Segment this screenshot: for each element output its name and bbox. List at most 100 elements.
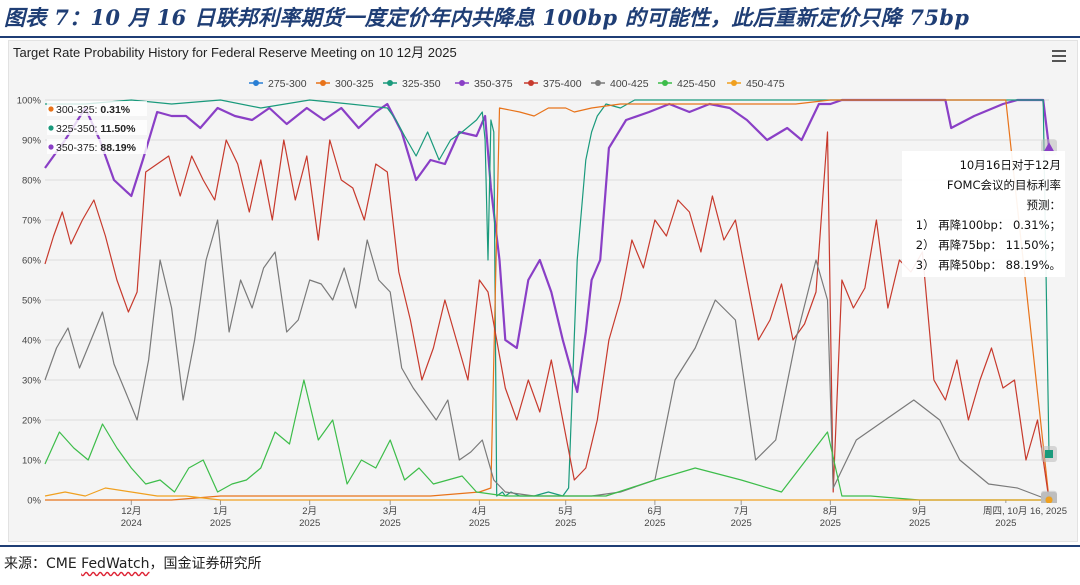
legend-marker xyxy=(528,80,534,86)
legend-marker xyxy=(253,80,259,86)
legend-marker xyxy=(320,80,326,86)
tooltip-value: 11.50% xyxy=(100,123,136,135)
annotation-line: 预测： xyxy=(1027,198,1062,212)
y-axis: 0% 10% 20% 30% 40% 50% 60% 70% 80% 90% 100% xyxy=(17,96,42,507)
tooltip-marker xyxy=(48,106,53,111)
x-tick-year: 2025 xyxy=(210,518,231,529)
legend-label: 325-350 xyxy=(402,78,441,90)
x-tick-month: 6月 xyxy=(647,506,662,517)
legend-marker xyxy=(459,80,465,86)
hover-date-text: 周四, 10月 16, 2025 xyxy=(983,506,1067,517)
annotation-line: 2） 再降75bp： 11.50%； xyxy=(916,238,1061,252)
legend-label: 400-425 xyxy=(610,78,649,90)
figure-title: 图表 7：10 月 16 日联邦利率期货一度定价年内共降息 100bp 的可能性… xyxy=(4,2,1074,34)
hover-point xyxy=(1046,497,1053,504)
legend-marker xyxy=(662,80,668,86)
x-tick-year: 2025 xyxy=(555,518,576,529)
legend-item-425-450[interactable]: 425-450 xyxy=(658,78,716,90)
x-tick-year: 2025 xyxy=(731,518,752,529)
x-tick-year: 2024 xyxy=(121,518,142,529)
source-link[interactable]: FedWatch xyxy=(81,556,149,572)
x-tick-year: 2025 xyxy=(299,518,320,529)
annotation-line: FOMC会议的目标利率 xyxy=(947,178,1061,192)
x-tick-month: 12月 xyxy=(121,506,141,517)
x-tick-month: 2月 xyxy=(302,506,317,517)
legend-label: 300-325 xyxy=(335,78,374,90)
x-tick-month: 8月 xyxy=(823,506,838,517)
hover-point xyxy=(1045,450,1053,458)
y-tick-label: 50% xyxy=(22,296,42,307)
tooltip-row-300-325: 300-325: 0.31% xyxy=(47,101,147,116)
bottom-divider xyxy=(0,545,1080,547)
chart-title: Target Rate Probability History for Fede… xyxy=(13,45,457,60)
x-tick-month: 9月 xyxy=(912,506,927,517)
legend-item-275-300[interactable]: 275-300 xyxy=(249,78,307,90)
tooltip-label: 350-375: 88.19% xyxy=(56,142,137,154)
y-tick-label: 10% xyxy=(22,456,42,467)
legend-label: 375-400 xyxy=(543,78,582,90)
legend-label: 275-300 xyxy=(268,78,307,90)
hamburger-menu-icon[interactable] xyxy=(1052,50,1066,62)
source-note: 来源：CME FedWatch，国金证券研究所 xyxy=(4,553,262,573)
legend-label: 425-450 xyxy=(677,78,716,90)
y-tick-label: 70% xyxy=(22,216,42,227)
tooltip: 300-325: 0.31% 325-350: 11.50% 350-375: 88… xyxy=(47,101,147,154)
hover-marker-325-350 xyxy=(1041,446,1057,462)
tooltip-label: 300-325: 0.31% xyxy=(56,104,131,116)
x-tick-month: 7月 xyxy=(734,506,749,517)
top-divider xyxy=(0,36,1080,38)
annotation-line: 10月16日对于12月 xyxy=(960,158,1061,172)
legend-item-375-400[interactable]: 375-400 xyxy=(524,78,582,90)
legend-label: 350-375 xyxy=(474,78,513,90)
y-tick-label: 60% xyxy=(22,256,42,267)
tooltip-marker xyxy=(48,125,53,130)
legend-item-400-425[interactable]: 400-425 xyxy=(591,78,649,90)
legend-marker xyxy=(595,80,601,86)
grid xyxy=(45,100,1049,500)
series-line-425-450 xyxy=(45,380,1049,500)
x-tick-year: 2025 xyxy=(380,518,401,529)
y-tick-label: 30% xyxy=(22,376,42,387)
y-tick-label: 0% xyxy=(27,496,41,507)
legend-item-325-350[interactable]: 325-350 xyxy=(383,78,441,90)
tooltip-value: 0.31% xyxy=(100,104,130,116)
y-tick-label: 40% xyxy=(22,336,42,347)
x-tick-year: 2025 xyxy=(644,518,665,529)
y-tick-label: 100% xyxy=(17,96,42,107)
legend: 275-300 300-325 325-350 350-375 375-400 400-4… xyxy=(249,78,785,90)
source-prefix: 来源：CME xyxy=(4,556,81,572)
probability-chart[interactable]: Target Rate Probability History for Fede… xyxy=(9,41,1077,541)
legend-marker xyxy=(731,80,737,86)
chart-container[interactable]: Target Rate Probability History for Fede… xyxy=(8,40,1078,542)
x-tick-month: 3月 xyxy=(383,506,398,517)
x-tick-month: 5月 xyxy=(558,506,573,517)
tooltip-label: 325-350: 11.50% xyxy=(56,123,136,135)
x-tick-year: 2025 xyxy=(820,518,841,529)
legend-marker xyxy=(387,80,393,86)
series-line-350-375 xyxy=(45,100,1049,392)
legend-item-300-325[interactable]: 300-325 xyxy=(316,78,374,90)
y-tick-label: 80% xyxy=(22,176,42,187)
tooltip-row-350-375: 350-375: 88.19% xyxy=(47,139,147,154)
tooltip-marker xyxy=(48,144,53,149)
hover-date-label: 周四, 10月 16, 2025 xyxy=(981,503,1069,518)
series-line-375-400 xyxy=(45,132,1049,500)
annotation-line: 1） 再降100bp： 0.31%； xyxy=(916,218,1061,232)
x-axis: 12月20241月20252月20253月20254月20255月20256月2… xyxy=(121,500,1017,529)
annotation-line: 3） 再降50bp： 88.19%。 xyxy=(916,258,1061,272)
y-tick-label: 90% xyxy=(22,136,42,147)
series-line-325-350 xyxy=(45,100,1049,496)
x-tick-year: 2025 xyxy=(469,518,490,529)
tooltip-row-325-350: 325-350: 11.50% xyxy=(47,120,147,135)
x-tick-month: 1月 xyxy=(213,506,228,517)
x-tick-month: 4月 xyxy=(472,506,487,517)
y-tick-label: 20% xyxy=(22,416,42,427)
legend-item-350-375[interactable]: 350-375 xyxy=(455,78,513,90)
x-tick-year: 2025 xyxy=(909,518,930,529)
legend-item-450-475[interactable]: 450-475 xyxy=(727,78,785,90)
legend-label: 450-475 xyxy=(746,78,785,90)
tooltip-value: 88.19% xyxy=(100,142,136,154)
x-tick-year: 2025 xyxy=(995,518,1016,529)
source-suffix: ，国金证券研究所 xyxy=(150,556,262,572)
